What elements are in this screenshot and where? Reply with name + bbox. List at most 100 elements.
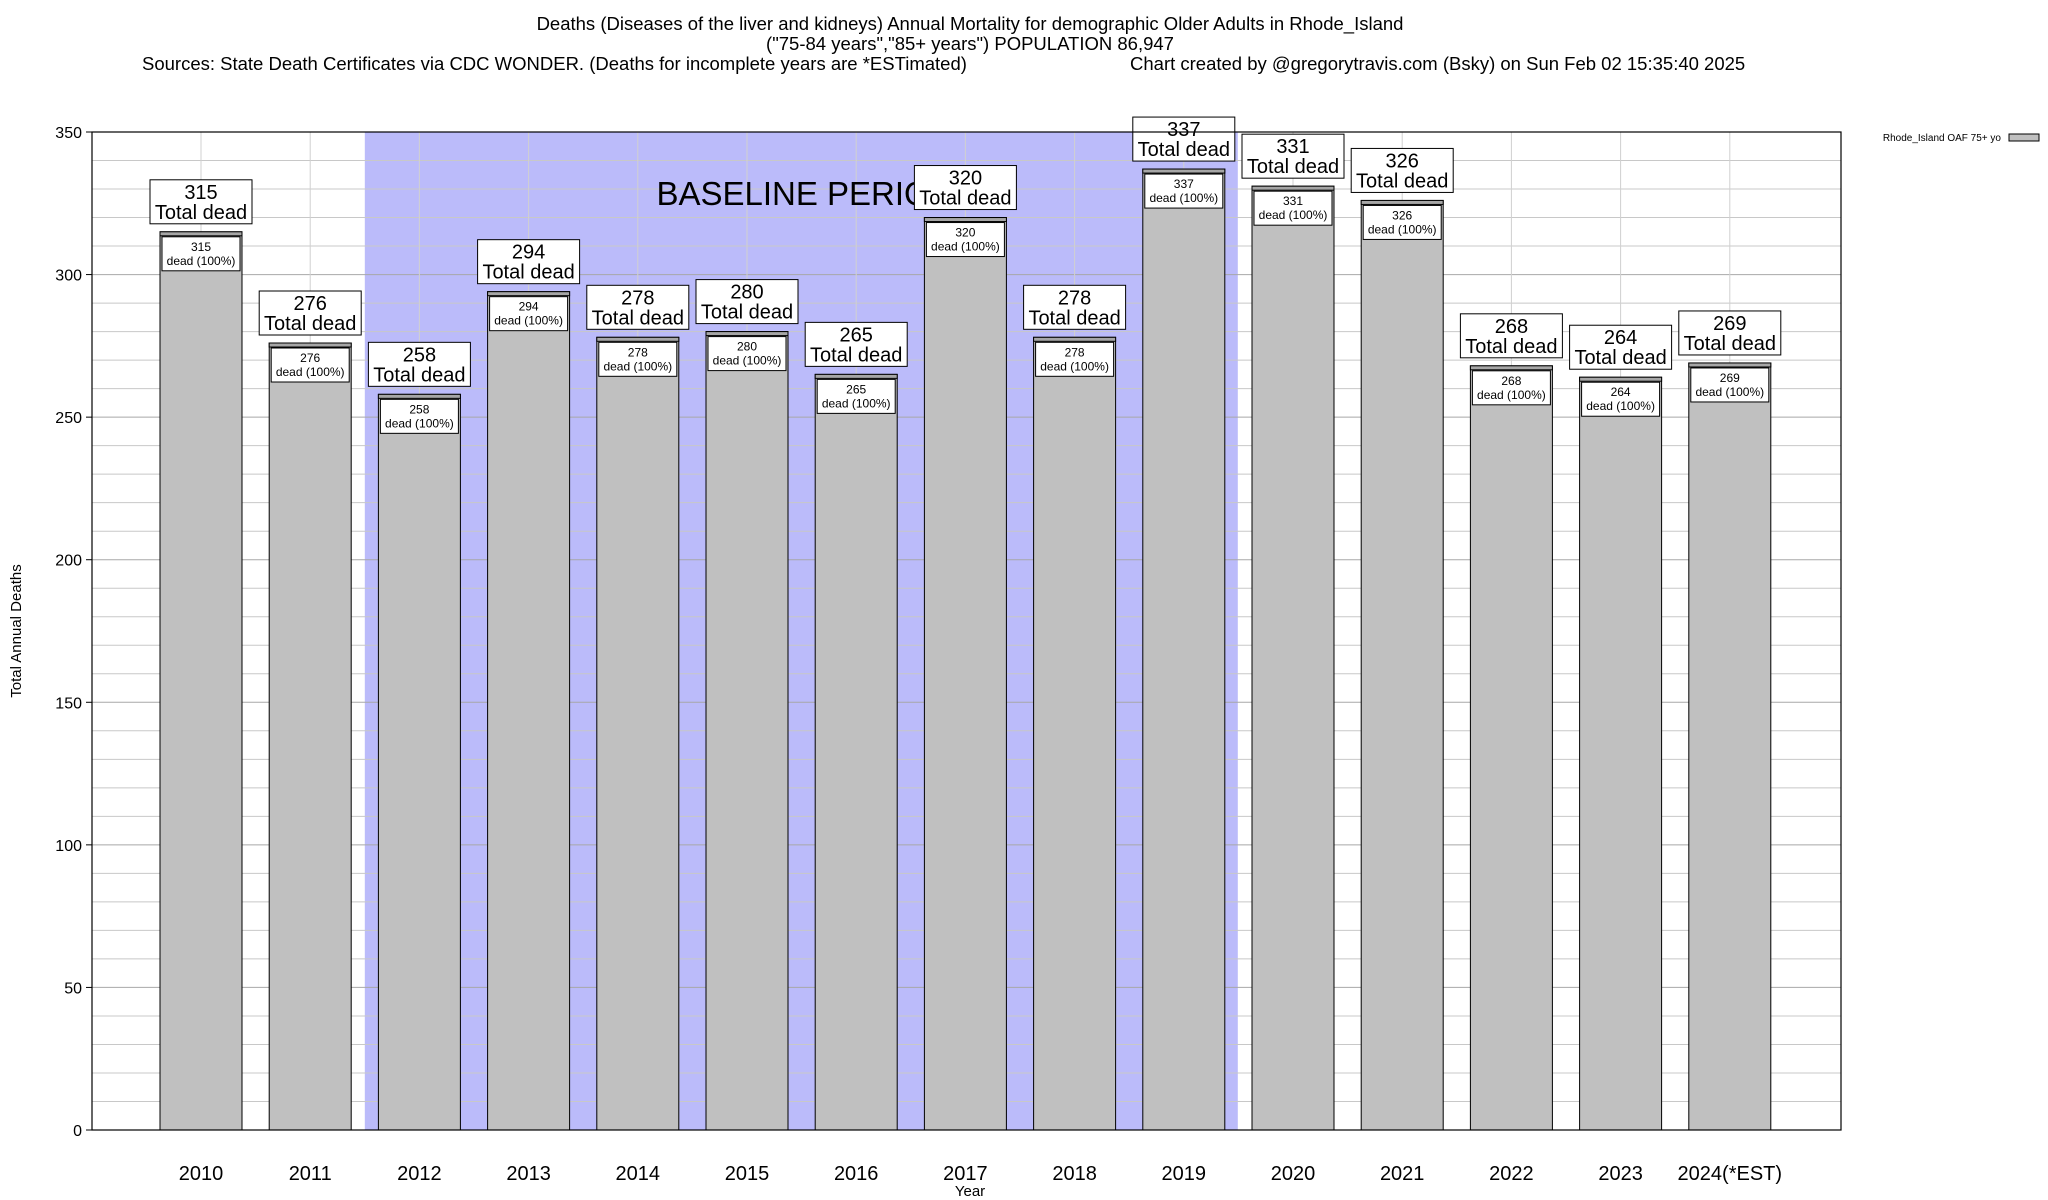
total-value: 278	[1058, 287, 1091, 309]
bar-inner-value: 269	[1720, 371, 1740, 385]
bar	[377, 393, 461, 1131]
total-label-box	[1023, 284, 1127, 330]
total-value: 280	[730, 282, 763, 304]
total-label: Total dead	[701, 302, 793, 324]
total-label: Total dead	[810, 344, 902, 366]
bar-inner-value: 258	[409, 402, 429, 416]
bar-inner-suffix: dead (100%)	[167, 254, 236, 268]
chart-sources: Sources: State Death Certificates via CD…	[142, 53, 967, 74]
bar-inner-value: 326	[1392, 208, 1412, 222]
x-tick-label: 2015	[725, 1163, 770, 1185]
total-label-box	[1241, 133, 1345, 179]
x-tick-label: 2024(*EST)	[1678, 1163, 1783, 1185]
bar-inner-suffix: dead (100%)	[603, 359, 672, 373]
bar-top	[487, 291, 571, 297]
total-label: Total dead	[482, 262, 574, 284]
baseline-label-layer: BASELINE PERIOD	[656, 175, 953, 212]
total-label: Total dead	[264, 313, 356, 335]
total-value: 268	[1495, 316, 1528, 338]
x-tick-label: 2011	[289, 1163, 332, 1185]
bar-top	[1360, 199, 1444, 205]
bar-inner-suffix: dead (100%)	[494, 314, 563, 328]
x-tick-label: 2012	[397, 1163, 442, 1185]
bar	[1360, 199, 1444, 1131]
total-value: 269	[1713, 313, 1746, 335]
bar-inner-suffix: dead (100%)	[1368, 222, 1437, 236]
bar	[705, 331, 789, 1131]
bar-inner-label-box	[1471, 370, 1551, 406]
legend: Rhode_Island OAF 75+ yo	[1883, 133, 2040, 144]
bar-inner-label-box	[925, 222, 1005, 258]
bar-inner-suffix: dead (100%)	[1259, 208, 1328, 222]
total-label-box	[1569, 324, 1673, 370]
x-tick-label: 2021	[1380, 1163, 1425, 1185]
bar-inner-suffix: dead (100%)	[385, 416, 454, 430]
y-tick-label: 350	[55, 125, 82, 142]
bar	[1579, 376, 1663, 1131]
bar-inner-suffix: dead (100%)	[1040, 359, 1109, 373]
bar-top	[814, 373, 898, 379]
bar-top	[1688, 362, 1772, 368]
total-label-box	[1350, 147, 1454, 193]
bar-top	[923, 217, 1007, 223]
x-tick-label: 2023	[1598, 1163, 1643, 1185]
bar-inner-suffix: dead (100%)	[276, 365, 345, 379]
x-tick-label: 2014	[616, 1163, 661, 1185]
bar-top	[1142, 168, 1226, 174]
x-tick-label: 2022	[1489, 1163, 1534, 1185]
bar-inner-value: 331	[1283, 194, 1303, 208]
bar	[923, 217, 1007, 1131]
total-value: 276	[294, 293, 327, 315]
bar	[814, 373, 898, 1131]
bar-inner-value: 278	[628, 345, 648, 359]
bar-inner-label-box	[1253, 190, 1333, 226]
bar-top	[596, 336, 680, 342]
total-label: Total dead	[1465, 336, 1557, 358]
total-value: 337	[1167, 119, 1200, 141]
x-tick-label: 2017	[943, 1163, 988, 1185]
bar-inner-suffix: dead (100%)	[713, 354, 782, 368]
bar-inner-value: 337	[1174, 177, 1194, 191]
bar	[1033, 336, 1117, 1131]
total-label: Total dead	[1684, 333, 1776, 355]
bar-inner-value: 264	[1611, 385, 1631, 399]
bar-inner-value: 320	[955, 226, 975, 240]
total-value: 331	[1276, 136, 1309, 158]
chart-subtitle: ("75-84 years","85+ years") POPULATION 8…	[766, 33, 1174, 54]
total-value: 278	[621, 287, 654, 309]
bar-inner-value: 265	[846, 382, 866, 396]
total-value: 326	[1386, 150, 1419, 172]
total-label: Total dead	[1247, 156, 1339, 178]
axes: 2010 2011 2012 2013 2014 2015 2016 2017 2018 2019…	[8, 125, 1842, 1200]
y-tick-label: 100	[55, 838, 82, 855]
total-value: 258	[403, 344, 436, 366]
bar	[1688, 362, 1772, 1131]
bar	[596, 336, 680, 1131]
y-tick-label: 200	[55, 553, 82, 570]
bar-inner-suffix: dead (100%)	[1477, 388, 1546, 402]
y-axis-label: Total Annual Deaths	[8, 564, 25, 697]
total-value: 264	[1604, 327, 1637, 349]
bar-inner-value: 315	[191, 240, 211, 254]
y-tick-label: 300	[55, 268, 82, 285]
bar-inner-label-box	[161, 236, 241, 272]
bar-inner-suffix: dead (100%)	[1695, 385, 1764, 399]
x-tick-label: 2020	[1271, 1163, 1316, 1185]
total-label-box	[1459, 313, 1563, 359]
bar-inner-label-box	[1362, 204, 1442, 240]
bar-top	[705, 331, 789, 337]
total-value: 294	[512, 242, 545, 264]
bar-inner-label-box	[270, 347, 350, 383]
bar-inner-label-box	[379, 398, 459, 434]
bar	[268, 342, 352, 1131]
bar-inner-suffix: dead (100%)	[1586, 399, 1655, 413]
bar-inner-label-box	[1690, 367, 1770, 403]
bar-inner-label-box	[707, 336, 787, 372]
bar-top	[1251, 185, 1335, 191]
